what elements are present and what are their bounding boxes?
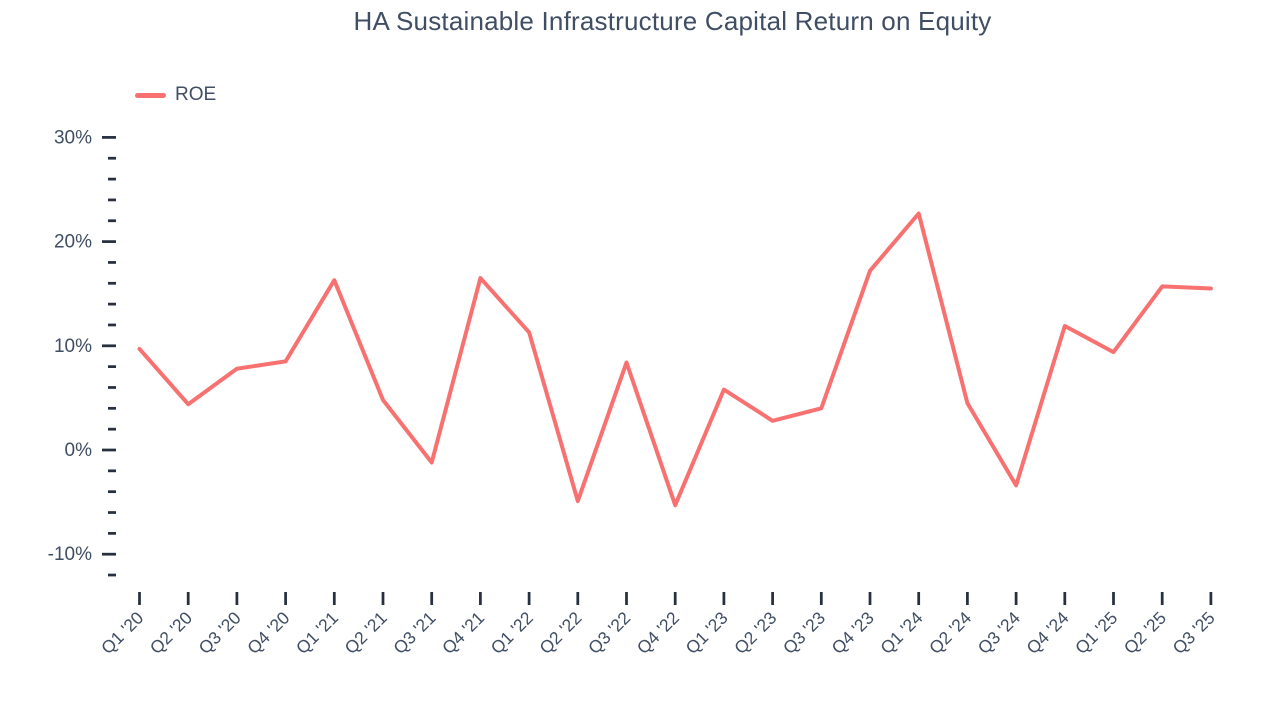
x-axis-label: Q3 '20 — [195, 607, 245, 657]
x-axis-label: Q4 '24 — [1022, 607, 1072, 657]
x-axis-label: Q3 '25 — [1169, 608, 1219, 658]
x-axis-label: Q2 '24 — [925, 607, 975, 657]
x-axis-label: Q3 '24 — [974, 607, 1024, 657]
x-axis-label: Q2 '25 — [1120, 608, 1170, 658]
y-axis-label: 10% — [54, 336, 92, 357]
legend-label: ROE — [175, 84, 217, 105]
y-axis-label: 20% — [54, 232, 92, 253]
x-axis-label: Q1 '25 — [1071, 608, 1121, 658]
x-axis-label: Q2 '20 — [146, 607, 196, 657]
x-axis-label: Q1 '21 — [292, 608, 342, 658]
x-axis-label: Q2 '23 — [730, 608, 780, 658]
y-axis-label: 0% — [65, 440, 93, 461]
x-axis-label: Q2 '21 — [341, 608, 391, 658]
x-axis-label: Q3 '23 — [779, 608, 829, 658]
legend-line-swatch — [135, 92, 166, 98]
x-axis-label: Q4 '22 — [633, 608, 683, 658]
x-axis-label: Q1 '20 — [97, 607, 147, 657]
x-axis-label: Q4 '20 — [243, 607, 293, 657]
y-axis-label: -10% — [48, 544, 92, 565]
x-axis-label: Q4 '23 — [828, 608, 878, 658]
x-axis-label: Q3 '21 — [389, 608, 439, 658]
x-axis-label: Q3 '22 — [584, 608, 634, 658]
legend: ROE — [135, 84, 216, 106]
x-axis-label: Q1 '23 — [682, 608, 732, 658]
y-axis-label: 30% — [54, 127, 92, 148]
x-axis-label: Q2 '22 — [535, 608, 585, 658]
x-axis-label: Q1 '24 — [876, 607, 926, 657]
roe-series-line — [137, 211, 1213, 508]
x-axis-label: Q1 '22 — [487, 608, 537, 658]
x-axis-label: Q4 '21 — [438, 608, 488, 658]
chart-title: HA Sustainable Infrastructure Capital Re… — [353, 6, 992, 36]
